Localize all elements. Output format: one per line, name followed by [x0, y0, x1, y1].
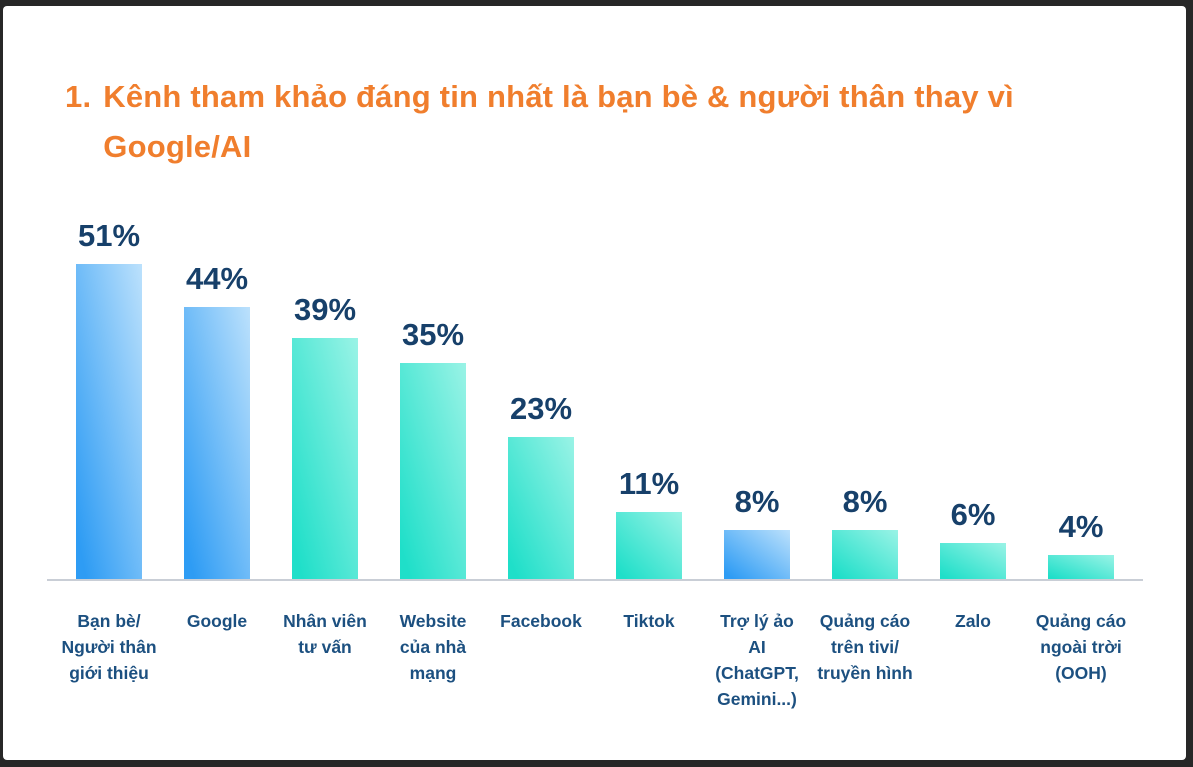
bar: [508, 437, 574, 580]
x-axis-line: [47, 579, 1143, 581]
bar-group: 51%: [55, 220, 163, 580]
category-label: Zalo: [955, 611, 991, 631]
bar-value-label: 11%: [618, 466, 680, 501]
bar-group: 8%: [703, 264, 811, 580]
title-text: Kênh tham khảo đáng tin nhất là bạn bè &…: [103, 72, 1014, 172]
bar-group: 39%: [271, 264, 379, 580]
bar-value-label: 39%: [293, 292, 357, 327]
bar-group: 6%: [919, 264, 1027, 580]
category-label: Website của nhà mạng: [399, 611, 467, 683]
bar-value-label: 35%: [401, 317, 465, 352]
title-number: 1.: [65, 79, 92, 114]
bar-group: 44%: [163, 261, 271, 580]
bar: [184, 307, 250, 580]
bar: [76, 264, 142, 580]
bar-group: 35%: [379, 264, 487, 580]
category-label: Nhân viên tư vấn: [283, 611, 367, 657]
bar: [400, 363, 466, 580]
bar: [832, 530, 898, 580]
bars-area: 51% 44% 39% 35% 23% 11% 8% 8% 6% 4%: [55, 220, 1135, 580]
bar-value-label: 51%: [77, 218, 141, 253]
category-label: Bạn bè/ Người thân giới thiệu: [61, 611, 157, 683]
bar: [616, 512, 682, 580]
category-label: Facebook: [500, 611, 582, 631]
bar: [724, 530, 790, 580]
bar-value-label: 4%: [1058, 509, 1104, 544]
bar-value-label: 8%: [842, 484, 888, 519]
bar: [292, 338, 358, 580]
title-line-1: Kênh tham khảo đáng tin nhất là bạn bè &…: [103, 79, 1014, 114]
category-label: Quảng cáo ngoài trời (OOH): [1035, 611, 1127, 683]
category-label: Trợ lý ảo AI (ChatGPT, Gemini...): [715, 611, 799, 709]
bar-value-label: 6%: [950, 497, 996, 532]
bar-value-label: 23%: [509, 391, 573, 426]
title-line-2: Google/AI: [103, 129, 252, 164]
chart-title: 1. Kênh tham khảo đáng tin nhất là bạn b…: [65, 72, 1014, 172]
bar-value-label: 8%: [734, 484, 780, 519]
bar-value-label: 44%: [185, 261, 249, 296]
bar-group: 11%: [595, 264, 703, 580]
bar: [1048, 555, 1114, 580]
slide-card: 1. Kênh tham khảo đáng tin nhất là bạn b…: [3, 6, 1186, 760]
category-label: Quảng cáo trên tivi/ truyền hình: [817, 611, 913, 683]
category-label: Google: [186, 611, 248, 631]
bar-group: 8%: [811, 264, 919, 580]
x-axis-labels: Bạn bè/ Người thân giới thiệu Google Nhân …: [55, 608, 1135, 712]
category-label: Tiktok: [623, 611, 675, 631]
bar: [940, 543, 1006, 580]
bar-group: 23%: [487, 264, 595, 580]
bar-group: 4%: [1027, 264, 1135, 580]
bar-chart: 51% 44% 39% 35% 23% 11% 8% 8% 6% 4% Bạn bè/ Người…: [3, 6, 1186, 760]
